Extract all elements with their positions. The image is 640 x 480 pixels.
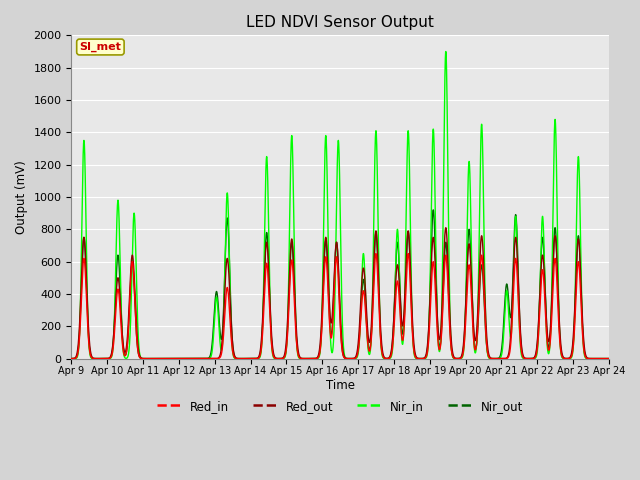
- Nir_in: [68, 356, 76, 361]
- Red_out: [414, 356, 422, 361]
- Legend: Red_in, Red_out, Nir_in, Nir_out: Red_in, Red_out, Nir_in, Nir_out: [152, 395, 528, 417]
- Nir_out: [182, 356, 190, 361]
- Red_out: [182, 356, 190, 361]
- Red_in: [491, 356, 499, 361]
- Red_in: [269, 350, 276, 356]
- Nir_in: [603, 356, 611, 361]
- Red_out: [603, 356, 611, 361]
- Red_out: [442, 225, 450, 230]
- Red_out: [68, 356, 76, 361]
- Nir_in: [442, 48, 450, 54]
- Red_in: [68, 356, 76, 361]
- Line: Nir_out: Nir_out: [72, 210, 609, 359]
- Text: SI_met: SI_met: [79, 42, 122, 52]
- Nir_in: [414, 356, 422, 361]
- Red_in: [404, 251, 412, 256]
- Line: Red_in: Red_in: [72, 253, 609, 359]
- X-axis label: Time: Time: [326, 379, 355, 392]
- Nir_out: [603, 356, 611, 361]
- Red_in: [603, 356, 611, 361]
- Nir_out: [269, 348, 276, 354]
- Nir_out: [429, 207, 437, 213]
- Red_in: [605, 356, 612, 361]
- Red_out: [269, 345, 276, 350]
- Red_in: [182, 356, 190, 361]
- Nir_out: [171, 356, 179, 361]
- Nir_out: [68, 356, 76, 361]
- Nir_out: [605, 356, 612, 361]
- Red_out: [177, 356, 184, 361]
- Nir_in: [177, 356, 184, 361]
- Nir_in: [491, 356, 499, 361]
- Nir_in: [605, 356, 612, 361]
- Red_in: [415, 356, 422, 361]
- Nir_out: [177, 356, 184, 361]
- Red_out: [176, 356, 184, 361]
- Line: Nir_in: Nir_in: [72, 51, 609, 359]
- Red_out: [491, 356, 499, 361]
- Red_in: [177, 356, 184, 361]
- Nir_in: [182, 356, 190, 361]
- Nir_in: [172, 356, 179, 361]
- Red_out: [605, 356, 612, 361]
- Nir_in: [269, 352, 276, 358]
- Nir_out: [414, 356, 422, 361]
- Nir_out: [491, 356, 499, 361]
- Title: LED NDVI Sensor Output: LED NDVI Sensor Output: [246, 15, 434, 30]
- Line: Red_out: Red_out: [72, 228, 609, 359]
- Red_in: [176, 356, 184, 361]
- Y-axis label: Output (mV): Output (mV): [15, 160, 28, 234]
